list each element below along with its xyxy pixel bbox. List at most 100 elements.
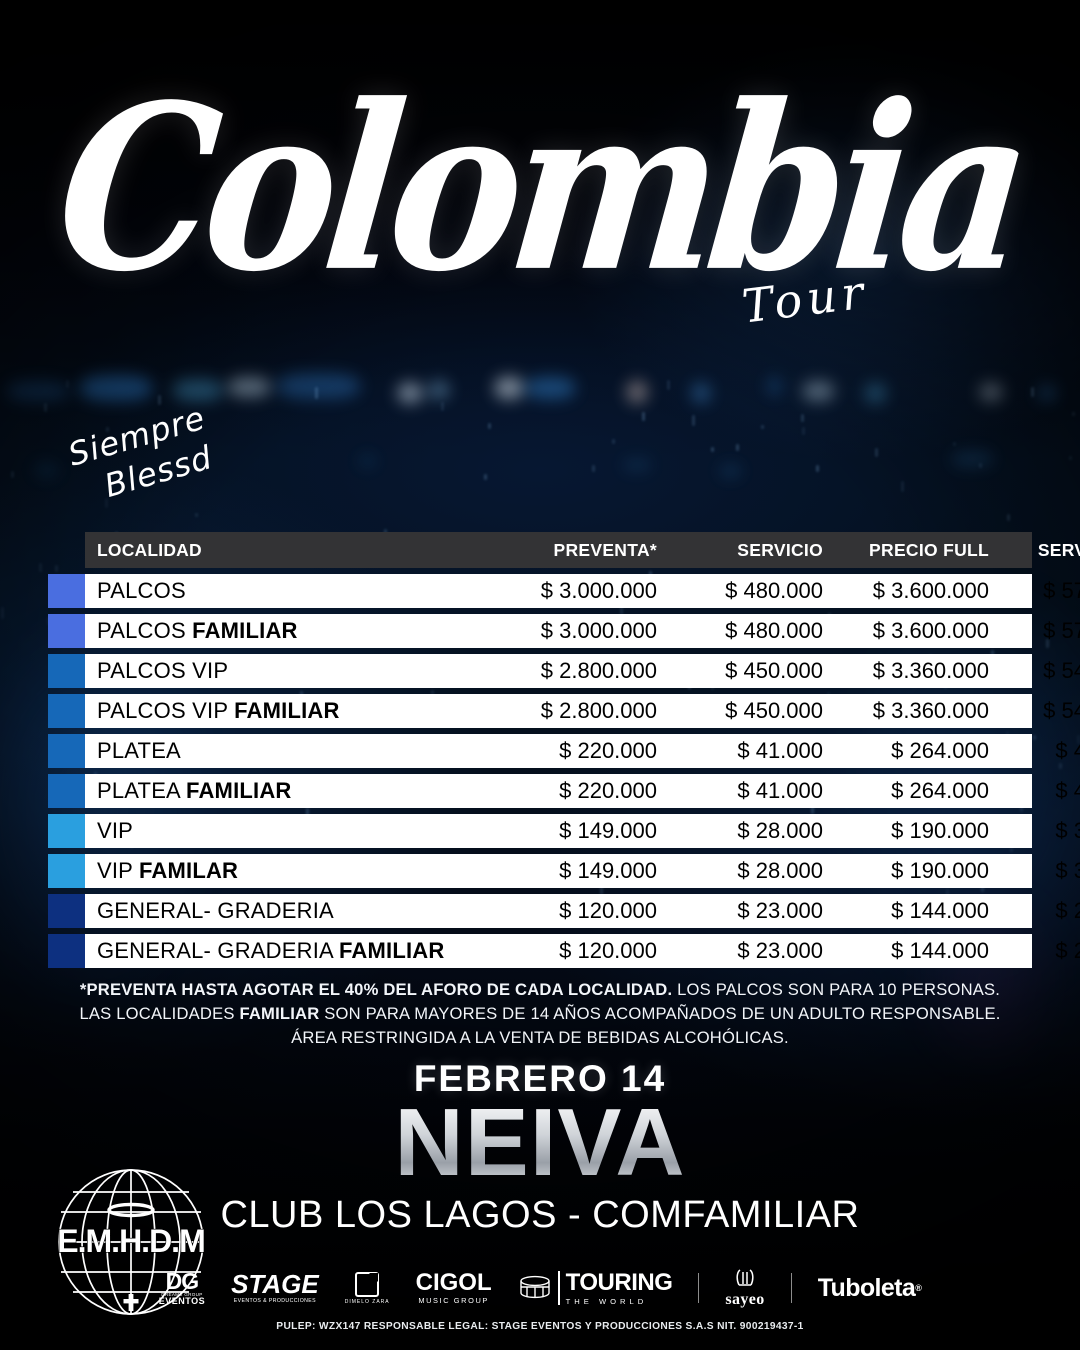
table-row: GENERAL- GRADERIA FAMILIAR $ 120.000 $ 23.…: [48, 934, 1080, 968]
row-accent-bar: [48, 574, 85, 608]
sponsor-stage-sub: EVENTOS & PRODUCCIONES: [233, 1298, 317, 1305]
sparkle: [43, 402, 47, 413]
cell-serv-full: $ 49.000: [1055, 778, 1080, 803]
cell-serv-full: $ 27.000: [1055, 898, 1080, 923]
sponsor-dimelo-icon: [355, 1271, 380, 1297]
cell-localidad: PLATEA FAMILIAR: [97, 778, 292, 803]
row-cells: GENERAL- GRADERIA $ 120.000 $ 23.000 $ 144.…: [85, 894, 1080, 928]
cell-localidad: PLATEA: [97, 738, 181, 763]
row-accent-bar: [48, 934, 85, 968]
table-row: PLATEA FAMILIAR $ 220.000 $ 41.000 $ 264.00…: [48, 774, 1080, 808]
table-row: PLATEA $ 220.000 $ 41.000 $ 264.000 $ 49.000: [48, 734, 1080, 768]
disclaimer-line-3: ÁREA RESTRINGIDA A LA VENTA DE BEBIDAS A…: [291, 1028, 789, 1047]
column-header-servicio: SERVICIO: [737, 539, 823, 560]
column-header-precio-full: PRECIO FULL: [869, 539, 989, 560]
sparkle: [1006, 514, 1010, 522]
cell-serv-full: $ 27.000: [1055, 938, 1080, 963]
sponsor-dg-sub: DREAMS GROUP: [161, 1291, 203, 1297]
cell-servicio: $ 23.000: [737, 938, 823, 963]
cell-preventa: $ 220.000: [559, 738, 657, 763]
row-cells: PALCOS VIP FAMILIAR $ 2.800.000 $ 450.000 $…: [85, 694, 1080, 728]
artist-logo: E.M.H.D.M: [42, 1152, 220, 1330]
row-accent-bar: [48, 814, 85, 848]
cell-preventa: $ 220.000: [559, 778, 657, 803]
cell-servicio: $ 480.000: [725, 578, 823, 603]
sponsor-touring-mark: TOURING: [565, 1268, 673, 1296]
table-row: VIP $ 149.000 $ 28.000 $ 190.000 $ 36.000: [48, 814, 1080, 848]
sponsor-dimelo-zara: DIMELO ZARA: [344, 1271, 390, 1305]
cell-servicio: $ 450.000: [725, 698, 823, 723]
cell-serv-full: $ 540.000: [1043, 698, 1080, 723]
colosseum-icon: [519, 1275, 550, 1299]
cell-localidad: PALCOS VIP: [97, 658, 229, 683]
sparkle: [314, 387, 318, 399]
sparkle: [816, 465, 820, 472]
sparkle: [1031, 386, 1035, 398]
cell-serv-full: $ 36.000: [1055, 858, 1080, 883]
disclaimer-line-1: *PREVENTA HASTA AGOTAR EL 40% DEL AFORO …: [50, 978, 1030, 1002]
cell-preventa: $ 149.000: [559, 818, 657, 843]
cell-localidad: GENERAL- GRADERIA FAMILIAR: [97, 938, 445, 963]
cell-localidad-modifier: FAMILIAR: [186, 778, 292, 803]
cell-precio-full: $ 3.360.000: [872, 658, 989, 683]
cell-preventa: $ 3.000.000: [540, 578, 657, 603]
sponsor-dg-mark: DG: [165, 1267, 200, 1294]
row-accent-bar: [48, 774, 85, 808]
sponsor-stage: STAGE EVENTOS & PRODUCCIONES: [231, 1271, 319, 1304]
row-accent-bar: [48, 894, 85, 928]
cell-localidad: GENERAL- GRADERIA: [97, 898, 334, 923]
table-row: GENERAL- GRADERIA $ 120.000 $ 23.000 $ 144.…: [48, 894, 1080, 928]
sponsor-divider-2: [790, 1273, 792, 1303]
cell-localidad: PALCOS: [97, 578, 186, 603]
cell-servicio: $ 28.000: [737, 858, 823, 883]
row-cells: PALCOS FAMILIAR $ 3.000.000 $ 480.000 $ 3.6…: [85, 614, 1080, 648]
sparkle: [592, 465, 596, 473]
row-cells: VIP $ 149.000 $ 28.000 $ 190.000 $ 36.000: [85, 814, 1080, 848]
disclaimer-line2-rest: SON PARA MAYORES DE 14 AÑOS ACOMPAÑADOS …: [319, 1004, 1001, 1023]
cell-precio-full: $ 190.000: [891, 818, 989, 843]
sponsor-tuboleta[interactable]: Tuboleta ®: [818, 1274, 922, 1303]
cell-serv-full: $ 570.000: [1043, 618, 1080, 643]
sponsor-dg-eventos: DG DREAMS GROUP EVENTOS: [159, 1267, 205, 1307]
cell-precio-full: $ 264.000: [891, 778, 989, 803]
artist-logo-text: E.M.H.D.M: [57, 1223, 204, 1259]
row-cells: PALCOS $ 3.000.000 $ 480.000 $ 3.600.000 $ 5…: [85, 574, 1080, 608]
sparkle: [901, 480, 905, 493]
event-details: FEBRERO 14 NEIVA CLUB LOS LAGOS - COMFAM…: [0, 1058, 1080, 1237]
tour-title: Colombia: [47, 55, 1033, 323]
table-header-row: LOCALIDAD PREVENTA* SERVICIO PRECIO FULL…: [85, 532, 1080, 568]
disclaimer-line1-bold: *PREVENTA HASTA AGOTAR EL 40% DEL AFORO …: [79, 980, 673, 999]
cell-serv-full: $ 36.000: [1055, 818, 1080, 843]
table-row: VIP FAMILAR $ 149.000 $ 28.000 $ 190.000 $ 3…: [48, 854, 1080, 888]
sparkle: [642, 411, 646, 422]
sparkle: [611, 439, 615, 444]
sparkle: [874, 448, 878, 457]
event-venue: CLUB LOS LAGOS - COMFAMILIAR: [220, 1193, 860, 1236]
sponsor-sayeo-mark: sayeo: [725, 1291, 765, 1308]
table-row: PALCOS VIP $ 2.800.000 $ 450.000 $ 3.360.00…: [48, 654, 1080, 688]
lyre-icon: [736, 1269, 754, 1286]
cell-servicio: $ 41.000: [737, 778, 823, 803]
sponsor-dimelo-sub: DIMELO ZARA: [344, 1298, 390, 1305]
price-table: LOCALIDAD PREVENTA* SERVICIO PRECIO FULL…: [48, 532, 1080, 968]
sparkle: [1069, 455, 1073, 461]
sponsor-sayeo: sayeo: [725, 1268, 764, 1308]
sponsor-stage-mark: STAGE: [231, 1269, 319, 1300]
sponsor-cigol: CIGOL MUSIC GROUP: [416, 1271, 492, 1305]
event-date: FEBRERO 14: [413, 1058, 667, 1099]
sparkle: [952, 441, 956, 447]
row-accent-bar: [48, 854, 85, 888]
column-header-serv-full: SERV. FULL: [1037, 539, 1080, 560]
sparkle: [488, 423, 492, 429]
sparkle: [978, 462, 982, 468]
cell-localidad: PALCOS FAMILIAR: [97, 618, 298, 643]
disclaimer-line1-rest: LOS PALCOS SON PARA 10 PERSONAS.: [672, 980, 1001, 999]
cell-precio-full: $ 144.000: [891, 898, 989, 923]
cell-precio-full: $ 3.600.000: [872, 618, 989, 643]
sponsor-logos: DG DREAMS GROUP EVENTOS STAGE EVENTOS & …: [0, 1262, 1080, 1314]
cell-preventa: $ 149.000: [559, 858, 657, 883]
cell-servicio: $ 41.000: [737, 738, 823, 763]
sparkle: [1072, 411, 1076, 417]
column-header-preventa: PREVENTA*: [553, 539, 657, 560]
row-accent-bar: [48, 614, 85, 648]
